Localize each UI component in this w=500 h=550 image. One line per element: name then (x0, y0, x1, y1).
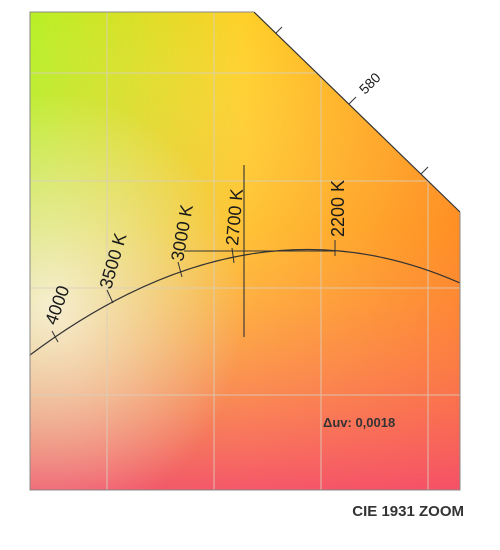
tick-3500 (106, 289, 114, 304)
diagram-caption: CIE 1931 ZOOM (352, 503, 464, 520)
wl-tick-2 (420, 166, 429, 175)
tick-4000 (51, 330, 59, 343)
plot-frame (29, 11, 461, 491)
delta-uv-readout: Δuv: 0,0018 (323, 415, 395, 430)
color-field (30, 12, 460, 490)
wl-tick-580 (348, 96, 357, 105)
wavelength-label-580: 580 (356, 69, 384, 97)
tick-3000 (177, 261, 183, 278)
wl-tick-1 (275, 26, 283, 34)
planckian-locus (30, 248, 460, 356)
spectral-locus (253, 11, 461, 213)
cct-label-2200: 2200 K (328, 180, 348, 237)
cct-label-2700: 2700 K (222, 188, 247, 247)
